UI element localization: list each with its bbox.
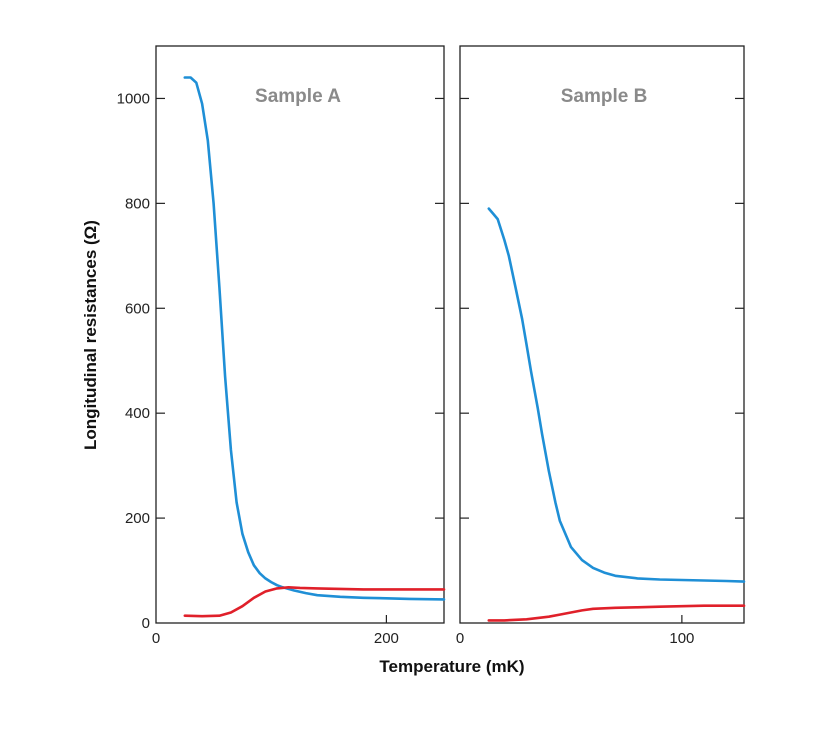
panel-sample-b: 0 100 Sample B — [456, 45, 746, 647]
y-tick-label: 200 — [125, 510, 150, 527]
y-axis-label: Longitudinal resistances (Ω) — [81, 220, 100, 450]
x-axis-label: Temperature (mK) — [379, 657, 524, 676]
x-tick-label: 200 — [374, 630, 399, 647]
series-line-blue-b — [487, 207, 746, 583]
x-tick-label: 0 — [456, 630, 464, 647]
y-tick-label: 600 — [125, 300, 150, 317]
panel-title-a: Sample A — [255, 86, 341, 107]
plot-frame-a — [155, 45, 445, 624]
y-tick-label: 1000 — [117, 90, 150, 107]
series-line-blue-a — [183, 76, 446, 601]
x-tick-label: 100 — [669, 630, 694, 647]
series-line-red-b — [487, 604, 746, 622]
plot-frame-b — [459, 45, 745, 624]
panel-title-b: Sample B — [561, 86, 648, 107]
x-tick-label: 0 — [152, 630, 160, 647]
series-line-red-a — [183, 585, 446, 618]
y-tick-label: 400 — [125, 405, 150, 422]
y-tick-label: 0 — [142, 615, 150, 632]
panel-sample-a: 0 200 400 600 800 1000 0 200 Sample A — [117, 45, 446, 647]
y-tick-label: 800 — [125, 195, 150, 212]
